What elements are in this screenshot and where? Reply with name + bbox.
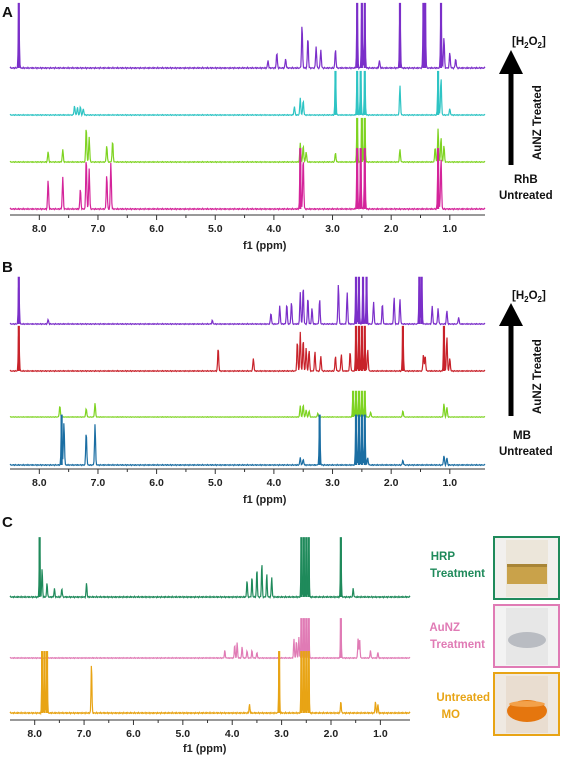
panel-b: B 8.0 7.0 6.0 5.0 4.0 3.0 2.0 1.0 f1 (ppm) [H2O…: [2, 259, 553, 506]
panel-b-bottom-label-1: MB: [513, 430, 531, 442]
panel-a-plot: 8.0 7.0 6.0 5.0 4.0 3.0 2.0 1.0: [9, 2, 486, 235]
h2-sub-b: 2: [524, 295, 529, 304]
panel-b-arrow-side-label: AuNZ Treated: [532, 339, 544, 414]
legend-mo-label-1: Untreated: [436, 692, 490, 704]
legend-hrp-label-2: Treatment: [430, 568, 485, 580]
h2-close: ]: [542, 36, 546, 48]
panel-a-bottom-label-2: Untreated: [499, 190, 553, 202]
legend-aunz-label-1: AuNZ: [429, 622, 460, 634]
spectrum-line-1: [9, 278, 486, 326]
panel-b-arrow-group: [H2O2] AuNZ Treated MB Untreated: [499, 290, 553, 458]
panel-b-arrow-head: [499, 303, 523, 326]
x-tick-label: 2.0: [324, 728, 339, 740]
legend-hrp-label-1: HRP: [431, 551, 456, 563]
panel-a-h2o2-label: [H2O2]: [512, 36, 546, 50]
panel-b-label: B: [2, 259, 13, 276]
spectrum-line-4: [9, 417, 486, 468]
x-tick-label: 8.0: [32, 477, 47, 489]
legend-mo-label-2: MO: [441, 709, 460, 721]
x-tick-label: 6.0: [149, 223, 164, 235]
spectrum-line-4: [9, 150, 486, 212]
h2-o-b: O: [529, 290, 538, 302]
x-tick-label: 6.0: [149, 477, 164, 489]
vial-hrp-meniscus: [507, 564, 547, 567]
panel-a-label: A: [2, 4, 13, 21]
vial-mo-highlight: [509, 701, 545, 707]
legend-aunz-label-2: Treatment: [430, 639, 485, 651]
x-tick-label: 1.0: [443, 223, 458, 235]
panel-c: C 8.0 7.0 6.0 5.0 4.0 3.0 2.0 1.0 f1 (ppm) HRP …: [2, 514, 560, 755]
spectrum-line-1: [9, 6, 486, 71]
x-tick-label: 4.0: [267, 223, 282, 235]
x-tick-label: 2.0: [384, 223, 399, 235]
x-tick-label: 4.0: [225, 728, 240, 740]
x-tick-label: 8.0: [27, 728, 42, 740]
x-tick-label: 6.0: [126, 728, 141, 740]
spectrum-line-3: [9, 654, 411, 716]
panel-a-bottom-label-1: RhB: [514, 174, 538, 186]
h2-sub2: 2: [538, 41, 543, 50]
spectrum-line-3: [9, 120, 486, 164]
spectrum-line-2: [9, 328, 486, 373]
panel-a-xlabel: f1 (ppm): [243, 240, 287, 252]
x-tick-label: 7.0: [77, 728, 92, 740]
panel-c-label: C: [2, 514, 13, 531]
x-tick-label: 7.0: [91, 223, 106, 235]
spectrum-line-3: [9, 391, 486, 420]
x-tick-label: 1.0: [373, 728, 388, 740]
x-tick-label: 5.0: [208, 223, 223, 235]
panel-c-plot: 8.0 7.0 6.0 5.0 4.0 3.0 2.0 1.0: [9, 537, 411, 740]
x-tick-label: 3.0: [325, 223, 340, 235]
x-tick-label: 5.0: [208, 477, 223, 489]
h2-o: O: [529, 36, 538, 48]
panel-b-h2o2-label: [H2O2]: [512, 290, 546, 304]
x-tick-label: 7.0: [91, 477, 106, 489]
x-tick-label: 3.0: [325, 477, 340, 489]
h2-sub: 2: [524, 41, 529, 50]
panel-c-xlabel: f1 (ppm): [183, 743, 227, 755]
x-tick-label: 4.0: [267, 477, 282, 489]
panel-a-arrow-side-label: AuNZ Treated: [532, 85, 544, 160]
x-tick-label: 5.0: [176, 728, 191, 740]
vial-photo-aunz: [493, 604, 560, 668]
h2-sub2-b: 2: [538, 295, 543, 304]
panel-b-plot: 8.0 7.0 6.0 5.0 4.0 3.0 2.0 1.0: [9, 276, 486, 489]
h2-close-b: ]: [542, 290, 546, 302]
panel-a-arrow-head: [499, 50, 523, 74]
spectrum-line-1: [9, 540, 411, 600]
vial-aunz-liquid: [508, 632, 546, 648]
spectrum-line-2: [9, 73, 486, 118]
spectrum-line-2: [9, 620, 411, 660]
x-tick-label: 2.0: [384, 477, 399, 489]
panel-a-arrow-group: [H2O2] AuNZ Treated RhB Untreated: [499, 36, 553, 202]
vial-hrp-liquid: [507, 566, 547, 584]
panel-a: A 8.0 7.0 6.0 5.0 4.0 3.0 2.0 1.0 f1 (ppm) [H2O…: [2, 2, 553, 252]
x-tick-label: 3.0: [274, 728, 289, 740]
vial-photo-mo: [493, 672, 560, 736]
x-tick-label: 8.0: [32, 223, 47, 235]
vial-photo-hrp: [493, 536, 560, 600]
x-tick-label: 1.0: [443, 477, 458, 489]
panel-b-xlabel: f1 (ppm): [243, 494, 287, 506]
panel-b-bottom-label-2: Untreated: [499, 446, 553, 458]
